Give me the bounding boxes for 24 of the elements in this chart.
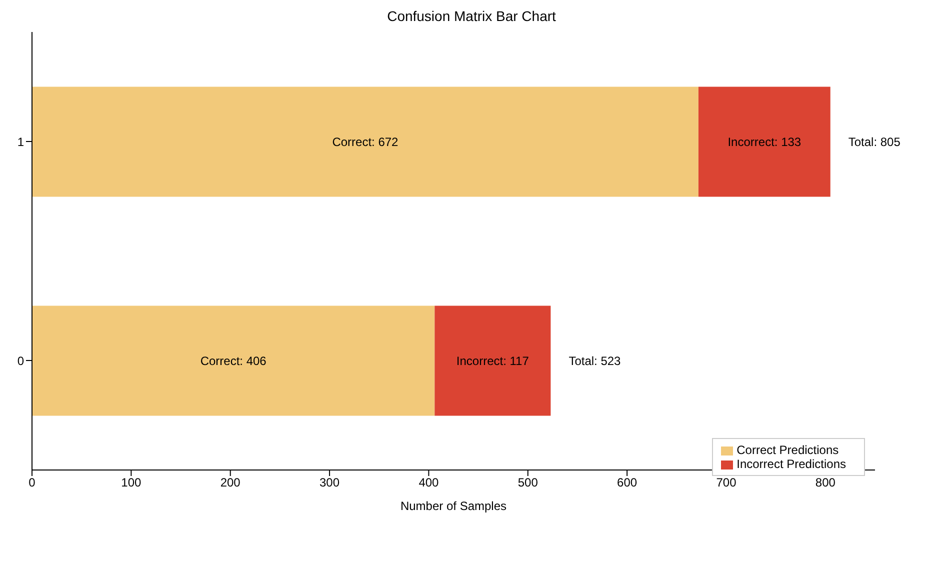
- x-tick-label: 600: [617, 476, 638, 490]
- bar: [32, 306, 435, 416]
- data-label: Incorrect: 117: [456, 354, 530, 368]
- x-tick-label: 200: [220, 476, 241, 490]
- bar: [698, 86, 830, 197]
- x-tick-label: 400: [418, 476, 440, 490]
- legend-label: Correct Predictions: [736, 443, 839, 457]
- legend-label: Incorrect Predictions: [736, 457, 846, 471]
- x-tick-label: 100: [121, 476, 142, 490]
- x-tick-label: 800: [815, 476, 836, 490]
- x-tick-label: 0: [28, 476, 36, 490]
- data-label: Correct: 672: [332, 134, 399, 149]
- x-axis-title: Number of Samples: [400, 499, 507, 513]
- total-label: Total: 805: [848, 134, 901, 149]
- x-tick-label: 500: [518, 476, 538, 490]
- bar: [434, 306, 551, 416]
- chart-title: Confusion Matrix Bar Chart: [386, 8, 557, 26]
- y-tick-label: 1: [17, 134, 24, 149]
- data-label: Incorrect: 133: [728, 134, 802, 149]
- bar: [32, 86, 698, 197]
- x-tick-label: 300: [320, 476, 340, 490]
- total-label: Total: 523: [568, 354, 622, 368]
- data-label: Correct: 406: [200, 354, 267, 368]
- x-tick-label: 700: [716, 476, 737, 490]
